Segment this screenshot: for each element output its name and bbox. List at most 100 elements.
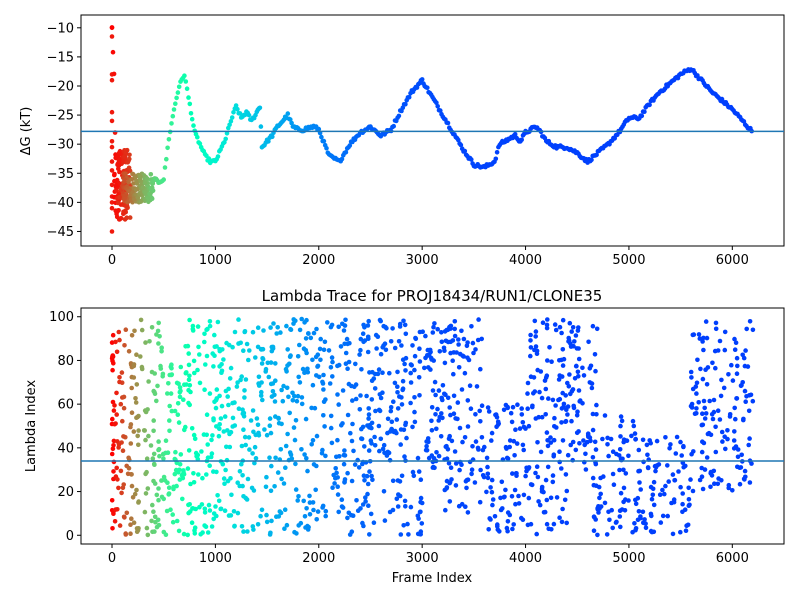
lambda-point (323, 397, 328, 402)
lambda-point (174, 483, 179, 489)
lambda-point (150, 502, 155, 508)
lambda-point (366, 412, 372, 417)
lambda-point (621, 467, 626, 473)
lambda-point (569, 418, 574, 424)
lambda-point (225, 478, 231, 484)
delta-g-y-tick-label: −35 (47, 167, 74, 182)
lambda-point (242, 329, 248, 334)
lambda-point (591, 528, 597, 533)
lambda-point (396, 492, 401, 497)
lambda-point (525, 380, 531, 386)
lambda-point (444, 485, 450, 490)
lambda-point (417, 393, 422, 398)
lambda-point (264, 512, 269, 518)
delta-g-point (141, 173, 147, 178)
delta-g-point (169, 121, 174, 126)
lambda-point (373, 408, 378, 414)
lambda-point (589, 381, 595, 386)
delta-g-point (182, 73, 187, 78)
lambda-point (154, 524, 160, 530)
lambda-point (660, 487, 665, 493)
lambda-point (117, 337, 122, 343)
lambda-point (154, 332, 159, 337)
lambda-point (206, 502, 212, 508)
lambda-point (722, 329, 728, 335)
lambda-point (302, 320, 307, 325)
lambda-point (344, 336, 350, 342)
lambda-point (260, 397, 265, 403)
lambda-point (538, 369, 544, 374)
lambda-trace-x-tick-label: 1000 (199, 551, 232, 566)
lambda-point (551, 452, 557, 458)
lambda-point (725, 428, 730, 433)
lambda-point (465, 340, 470, 345)
lambda-point (726, 485, 731, 491)
lambda-point (249, 485, 255, 491)
lambda-point (476, 317, 481, 322)
lambda-point (519, 412, 525, 417)
lambda-point (111, 408, 117, 413)
lambda-point (335, 475, 341, 480)
lambda-point (412, 409, 417, 415)
lambda-point (546, 396, 551, 401)
lambda-point (197, 352, 202, 357)
lambda-point (157, 453, 162, 459)
lambda-point (251, 527, 256, 532)
lambda-point (607, 517, 612, 523)
lambda-point (564, 520, 569, 526)
lambda-point (287, 361, 292, 367)
lambda-point (113, 507, 118, 512)
lambda-point (727, 412, 733, 417)
delta-g-y-tick-label: −40 (47, 196, 74, 211)
lambda-point (561, 401, 567, 407)
lambda-point (134, 352, 139, 358)
lambda-point (362, 444, 367, 449)
lambda-point (665, 463, 670, 468)
lambda-point (293, 487, 299, 492)
lambda-point (746, 442, 751, 448)
lambda-point (340, 321, 345, 327)
lambda-point (416, 375, 422, 380)
lambda-point (389, 419, 395, 425)
lambda-point (554, 425, 559, 430)
lambda-point (177, 467, 182, 473)
lambda-point (734, 355, 740, 361)
lambda-point (310, 438, 316, 443)
lambda-point (253, 432, 258, 438)
lambda-point (576, 388, 582, 393)
lambda-point (505, 404, 510, 410)
lambda-point (501, 407, 507, 413)
lambda-point (395, 369, 400, 375)
lambda-point (482, 444, 487, 450)
lambda-point (374, 346, 379, 351)
lambda-point (192, 370, 197, 376)
delta-g-point (237, 111, 243, 116)
lambda-point (442, 391, 447, 397)
lambda-point (279, 387, 284, 393)
lambda-point (593, 447, 599, 452)
lambda-point (207, 508, 213, 513)
lambda-point (356, 465, 362, 470)
lambda-point (362, 478, 367, 483)
lambda-point (574, 413, 580, 418)
lambda-point (688, 477, 693, 482)
lambda-point (258, 393, 264, 398)
lambda-point (720, 439, 725, 444)
lambda-point (708, 471, 713, 476)
lambda-point (295, 393, 301, 399)
lambda-point (671, 497, 677, 502)
delta-g-point (146, 199, 151, 205)
lambda-point (592, 515, 597, 520)
lambda-point (276, 415, 281, 421)
lambda-point (539, 395, 545, 401)
lambda-point (269, 518, 274, 524)
lambda-point (618, 456, 624, 462)
lambda-point (559, 330, 564, 336)
lambda-point (146, 433, 151, 439)
lambda-point (188, 389, 193, 395)
lambda-point (109, 451, 115, 457)
lambda-point (723, 446, 728, 452)
lambda-point (214, 469, 219, 475)
lambda-point (284, 323, 289, 329)
lambda-point (439, 411, 444, 416)
